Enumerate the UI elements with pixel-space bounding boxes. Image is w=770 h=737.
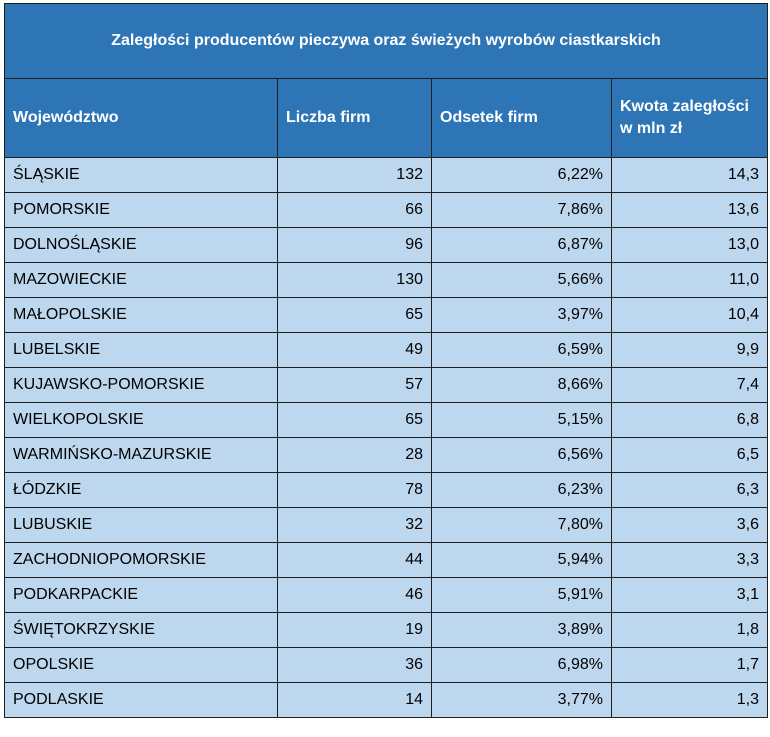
cell-share: 6,98%	[431, 647, 612, 683]
cell-share: 6,87%	[431, 227, 612, 263]
cell-amount: 1,3	[610, 682, 769, 718]
cell-firms: 14	[277, 682, 432, 718]
cell-share: 6,59%	[431, 332, 612, 368]
column-header-amount-line1: Kwota zaległości	[620, 98, 749, 115]
table-row: ZACHODNIOPOMORSKIE 44 5,94% 3,3	[4, 542, 769, 578]
cell-amount: 10,4	[610, 297, 769, 333]
table-row: WARMIŃSKO-MAZURSKIE 28 6,56% 6,5	[4, 437, 769, 473]
cell-region: PODKARPACKIE	[4, 577, 278, 613]
cell-firms: 132	[277, 157, 432, 193]
cell-share: 3,77%	[431, 682, 612, 718]
cell-firms: 32	[277, 507, 432, 543]
cell-share: 6,23%	[431, 472, 612, 508]
cell-share: 7,86%	[431, 192, 612, 228]
cell-region: MAŁOPOLSKIE	[4, 297, 278, 333]
cell-share: 5,94%	[431, 542, 612, 578]
cell-amount: 7,4	[610, 367, 769, 403]
cell-firms: 44	[277, 542, 432, 578]
cell-region: PODLASKIE	[4, 682, 278, 718]
cell-firms: 36	[277, 647, 432, 683]
cell-firms: 65	[277, 297, 432, 333]
table-row: MAŁOPOLSKIE 65 3,97% 10,4	[4, 297, 769, 333]
table-row: PODLASKIE 14 3,77% 1,3	[4, 682, 769, 718]
column-header-amount: Kwota zaległości w mln zł	[610, 78, 769, 158]
cell-region: WIELKOPOLSKIE	[4, 402, 278, 438]
cell-firms: 57	[277, 367, 432, 403]
cell-amount: 11,0	[610, 262, 769, 298]
cell-amount: 6,8	[610, 402, 769, 438]
cell-firms: 66	[277, 192, 432, 228]
cell-amount: 6,3	[610, 472, 769, 508]
cell-share: 8,66%	[431, 367, 612, 403]
cell-region: WARMIŃSKO-MAZURSKIE	[4, 437, 278, 473]
cell-amount: 6,5	[610, 437, 769, 473]
table-title: Zaległości producentów pieczywa oraz świ…	[3, 3, 769, 79]
cell-region: OPOLSKIE	[4, 647, 278, 683]
table-row: WIELKOPOLSKIE 65 5,15% 6,8	[4, 402, 769, 438]
debt-table: Zaległości producentów pieczywa oraz świ…	[3, 3, 769, 718]
cell-amount: 1,8	[610, 612, 769, 648]
cell-region: DOLNOŚLĄSKIE	[4, 227, 278, 263]
cell-share: 3,89%	[431, 612, 612, 648]
cell-firms: 78	[277, 472, 432, 508]
cell-firms: 46	[277, 577, 432, 613]
table-row: DOLNOŚLĄSKIE 96 6,87% 13,0	[4, 227, 769, 263]
cell-firms: 65	[277, 402, 432, 438]
cell-region: POMORSKIE	[4, 192, 278, 228]
cell-share: 7,80%	[431, 507, 612, 543]
table-row: POMORSKIE 66 7,86% 13,6	[4, 192, 769, 228]
cell-share: 3,97%	[431, 297, 612, 333]
table-row: OPOLSKIE 36 6,98% 1,7	[4, 647, 769, 683]
data-table-container: Zaległości producentów pieczywa oraz świ…	[3, 3, 769, 718]
cell-region: LUBUSKIE	[4, 507, 278, 543]
cell-firms: 130	[277, 262, 432, 298]
column-header-share: Odsetek firm	[431, 78, 612, 158]
table-row: ŁÓDZKIE 78 6,23% 6,3	[4, 472, 769, 508]
table-row: PODKARPACKIE 46 5,91% 3,1	[4, 577, 769, 613]
cell-region: KUJAWSKO-POMORSKIE	[4, 367, 278, 403]
cell-share: 6,56%	[431, 437, 612, 473]
cell-share: 5,15%	[431, 402, 612, 438]
table-row: ŚWIĘTOKRZYSKIE 19 3,89% 1,8	[4, 612, 769, 648]
cell-amount: 3,1	[610, 577, 769, 613]
cell-firms: 19	[277, 612, 432, 648]
column-header-amount-line2: w mln zł	[620, 120, 683, 137]
cell-amount: 13,0	[610, 227, 769, 263]
cell-amount: 3,6	[610, 507, 769, 543]
column-header-firms: Liczba firm	[277, 78, 432, 158]
table-row: LUBUSKIE 32 7,80% 3,6	[4, 507, 769, 543]
cell-region: MAZOWIECKIE	[4, 262, 278, 298]
table-row: KUJAWSKO-POMORSKIE 57 8,66% 7,4	[4, 367, 769, 403]
cell-amount: 13,6	[610, 192, 769, 228]
table-body: ŚLĄSKIE 132 6,22% 14,3 POMORSKIE 66 7,86% 13,6 D…	[4, 157, 769, 718]
cell-amount: 14,3	[610, 157, 769, 193]
cell-share: 5,66%	[431, 262, 612, 298]
cell-amount: 1,7	[610, 647, 769, 683]
cell-region: ŁÓDZKIE	[4, 472, 278, 508]
cell-amount: 3,3	[610, 542, 769, 578]
cell-region: ZACHODNIOPOMORSKIE	[4, 542, 278, 578]
cell-firms: 96	[277, 227, 432, 263]
cell-region: LUBELSKIE	[4, 332, 278, 368]
column-header-region: Województwo	[4, 78, 278, 158]
table-row: ŚLĄSKIE 132 6,22% 14,3	[4, 157, 769, 193]
cell-firms: 49	[277, 332, 432, 368]
cell-firms: 28	[277, 437, 432, 473]
table-row: MAZOWIECKIE 130 5,66% 11,0	[4, 262, 769, 298]
cell-region: ŚWIĘTOKRZYSKIE	[4, 612, 278, 648]
cell-share: 5,91%	[431, 577, 612, 613]
table-row: LUBELSKIE 49 6,59% 9,9	[4, 332, 769, 368]
cell-share: 6,22%	[431, 157, 612, 193]
cell-amount: 9,9	[610, 332, 769, 368]
cell-region: ŚLĄSKIE	[4, 157, 278, 193]
